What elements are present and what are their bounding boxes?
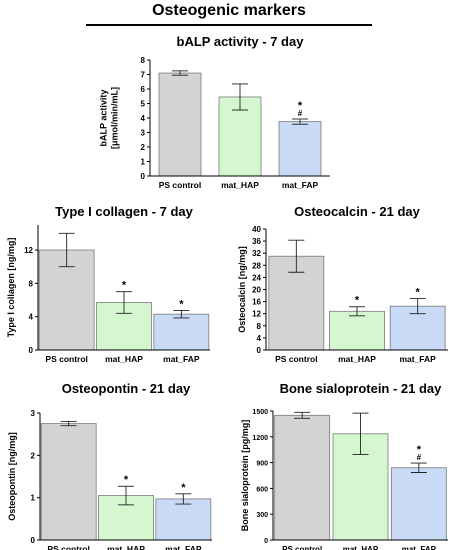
page-title: Osteogenic markers (152, 2, 306, 19)
significance-mark: # (417, 453, 422, 462)
y-tick-label: 1500 (252, 409, 268, 416)
x-tick-label: mat_FAP (165, 544, 202, 550)
chart-title: Bone sialoprotein - 21 day (280, 381, 443, 396)
significance-mark: * (416, 287, 421, 299)
y-tick-label: 28 (252, 261, 261, 270)
y-tick-label: 600 (256, 486, 268, 493)
y-tick-label: 0 (264, 538, 268, 545)
chart-title: Osteocalcin - 21 day (294, 204, 420, 219)
y-tick-label: 5 (141, 100, 146, 109)
x-tick-label: PS control (47, 544, 90, 550)
y-tick-label: 3 (31, 409, 36, 418)
y-tick-label: 300 (256, 512, 268, 519)
y-axis-label: Osteopontin [ng/mg] (7, 432, 17, 520)
significance-mark: * (417, 444, 422, 456)
y-tick-label: 24 (252, 273, 261, 282)
title-underline (86, 24, 372, 26)
y-tick-label: 0 (29, 346, 34, 355)
x-tick-label: mat_HAP (343, 545, 379, 550)
x-tick-label: mat_FAP (402, 545, 437, 550)
x-tick-label: PS control (282, 545, 322, 550)
y-tick-label: 32 (252, 249, 261, 258)
x-tick-label: mat_HAP (107, 544, 145, 550)
bar (329, 310, 385, 351)
chart-title: Type I collagen - 7 day (55, 204, 194, 219)
y-tick-label: 2 (141, 143, 146, 152)
significance-mark: * (298, 100, 303, 112)
x-tick-label: mat_HAP (338, 354, 376, 364)
y-axis-label: Type I collagen [ng/mg] (6, 238, 16, 338)
y-tick-label: 1 (31, 494, 36, 503)
y-tick-label: 1200 (252, 435, 268, 442)
significance-mark: # (298, 109, 303, 118)
y-tick-label: 8 (29, 279, 34, 288)
significance-mark: * (122, 280, 127, 292)
bar (390, 467, 447, 541)
y-tick-label: 0 (257, 346, 262, 355)
y-tick-label: 7 (141, 71, 146, 80)
significance-mark: * (355, 295, 360, 307)
y-tick-label: 40 (252, 225, 261, 234)
x-tick-label: mat_FAP (282, 180, 319, 190)
y-tick-label: 2 (31, 451, 36, 460)
y-axis-label: [μmol/min/mL] (110, 87, 120, 149)
bar (274, 414, 331, 541)
y-tick-label: 0 (141, 172, 146, 181)
significance-mark: * (124, 474, 129, 486)
chart-title: Osteopontin - 21 day (62, 381, 191, 396)
x-tick-label: mat_HAP (105, 354, 143, 364)
significance-mark: * (179, 298, 184, 310)
y-tick-label: 4 (257, 334, 262, 343)
x-tick-label: mat_HAP (221, 180, 259, 190)
x-tick-label: PS control (275, 354, 318, 364)
y-tick-label: 16 (252, 298, 261, 307)
y-tick-label: 20 (252, 286, 261, 295)
y-tick-label: 4 (29, 313, 34, 322)
y-tick-label: 4 (141, 114, 146, 123)
y-tick-label: 6 (141, 85, 146, 94)
bar (153, 313, 210, 351)
y-tick-label: 3 (141, 129, 146, 138)
significance-mark: * (181, 482, 186, 494)
y-tick-label: 36 (252, 237, 261, 246)
x-tick-label: PS control (159, 180, 202, 190)
x-tick-label: mat_FAP (163, 354, 200, 364)
y-tick-label: 12 (24, 246, 33, 255)
y-axis-label: bALP activity (99, 90, 109, 147)
y-tick-label: 8 (141, 56, 146, 65)
y-tick-label: 8 (257, 322, 262, 331)
y-axis-label: Bone sialoprotein [pg/mg] (240, 420, 250, 532)
bar (158, 72, 202, 177)
y-tick-label: 12 (252, 310, 261, 319)
x-tick-label: mat_FAP (399, 354, 436, 364)
x-tick-label: PS control (45, 354, 88, 364)
y-tick-label: 900 (256, 461, 268, 468)
y-axis-label: Osteocalcin [ng/mg] (237, 246, 247, 333)
y-tick-label: 0 (31, 536, 36, 545)
chart-title: bALP activity - 7 day (177, 34, 305, 49)
y-tick-label: 1 (141, 158, 146, 167)
